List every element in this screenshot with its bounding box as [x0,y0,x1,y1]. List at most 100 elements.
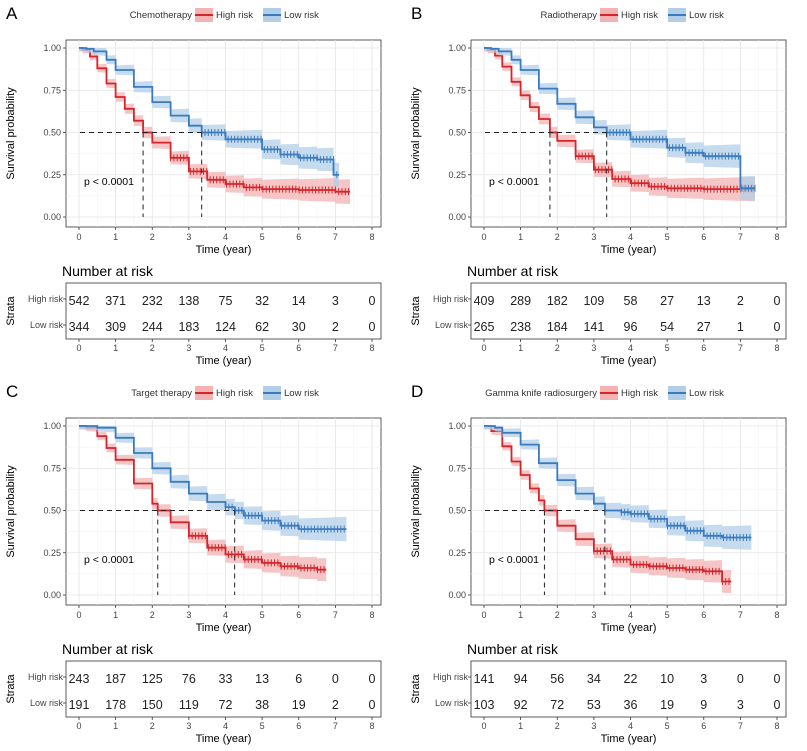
risk-count-high: 27 [660,294,674,308]
risk-count-high: 371 [105,294,126,308]
risk-count-low: 309 [105,320,126,334]
km-line-high [79,425,327,571]
risk-count-low: 38 [255,698,269,712]
risk-row-label-low: Low risk [435,698,469,708]
risk-count-high: 109 [583,294,604,308]
risk-count-low: 96 [624,320,638,334]
x-axis-label: Time (year) [196,244,252,256]
risk-count-high: 182 [547,294,568,308]
legend-label-high: High risk [621,10,658,21]
y-tick-label: 0.00 [448,590,466,600]
legend-title: Radiotherapy [540,10,597,21]
ci-band-high [79,426,327,582]
x-tick-label: 4 [628,232,633,242]
strata-label: Strata [5,673,17,703]
x-tick-label: 1 [113,610,118,620]
x-axis-label: Time (year) [196,622,252,634]
legend-label-low: Low risk [284,10,319,21]
risk-count-high: 3 [332,294,339,308]
y-tick-label: 0.50 [448,128,466,138]
risk-count-high: 409 [474,294,495,308]
risk-count-low: 178 [105,698,126,712]
risk-table-title: Number at risk [467,641,559,657]
x-tick-label: 1 [518,232,523,242]
ci-band-low [79,426,347,542]
risk-count-low: 2 [332,698,339,712]
panel-letter: B [411,4,422,23]
risk-table-box [65,660,382,718]
p-value: p < 0.0001 [489,554,539,566]
y-tick-label: 0.75 [448,463,466,473]
y-tick-label: 0.75 [448,85,466,95]
risk-x-axis-label: Time (year) [601,355,657,367]
risk-x-tick-label: 8 [369,721,374,731]
median-lines [80,132,203,217]
risk-count-high: 187 [105,672,126,686]
median-lines [485,510,606,595]
risk-x-tick-label: 6 [701,721,706,731]
x-tick-label: 3 [186,232,191,242]
risk-count-high: 75 [219,294,233,308]
risk-x-tick-label: 4 [223,721,228,731]
p-value: p < 0.0001 [84,176,134,188]
risk-x-tick-label: 3 [591,721,596,731]
y-tick-label: 0.25 [43,548,61,558]
risk-count-high: 0 [774,294,781,308]
y-tick-label: 0.25 [448,548,466,558]
x-tick-label: 6 [701,232,706,242]
y-tick-label: 1.00 [448,43,466,53]
strata-label: Strata [5,295,17,325]
ci-band-low [484,48,755,201]
risk-x-tick-label: 6 [296,721,301,731]
x-tick-label: 1 [113,232,118,242]
x-tick-label: 2 [555,610,560,620]
legend: Chemotherapy High risk Low risk [130,8,319,22]
ci-band-high [484,48,755,202]
risk-count-high: 94 [514,672,528,686]
risk-count-low: 19 [292,698,306,712]
risk-count-high: 232 [142,294,163,308]
risk-count-low: 53 [587,698,601,712]
risk-x-tick-label: 3 [186,343,191,353]
risk-row-label-high: High risk [433,672,469,682]
panel-a: A Chemotherapy High risk Low risk p < 0.0001… [5,4,382,367]
risk-count-high: 10 [660,672,674,686]
median-lines [80,510,236,595]
risk-count-high: 0 [369,672,376,686]
risk-count-low: 103 [474,698,495,712]
panel-letter: D [411,382,423,401]
risk-x-tick-label: 0 [481,343,486,353]
risk-x-tick-label: 8 [774,721,779,731]
x-tick-label: 1 [518,610,523,620]
km-line-low [79,425,347,530]
risk-x-tick-label: 0 [481,721,486,731]
risk-x-tick-label: 5 [260,343,265,353]
x-tick-label: 8 [774,610,779,620]
risk-x-tick-label: 7 [738,721,743,731]
x-axis-label: Time (year) [601,622,657,634]
legend: Target therapy High risk Low risk [131,386,319,400]
risk-x-tick-label: 2 [555,721,560,731]
risk-count-high: 58 [624,294,638,308]
risk-table-box [470,660,787,718]
y-tick-label: 0.75 [43,463,61,473]
legend-label-low: Low risk [689,10,724,21]
risk-count-low: 0 [369,320,376,334]
risk-table-box [470,282,787,340]
risk-count-high: 34 [587,672,601,686]
risk-count-high: 33 [219,672,233,686]
y-axis-label: Survival probability [5,87,17,180]
risk-x-tick-label: 7 [333,721,338,731]
risk-x-tick-label: 8 [774,343,779,353]
risk-x-tick-label: 7 [333,343,338,353]
risk-count-high: 243 [69,672,90,686]
panel-letter: C [6,382,18,401]
risk-x-tick-label: 5 [665,721,670,731]
legend-label-high: High risk [621,388,658,399]
x-tick-label: 7 [738,232,743,242]
risk-count-low: 238 [510,320,531,334]
p-value: p < 0.0001 [489,176,539,188]
